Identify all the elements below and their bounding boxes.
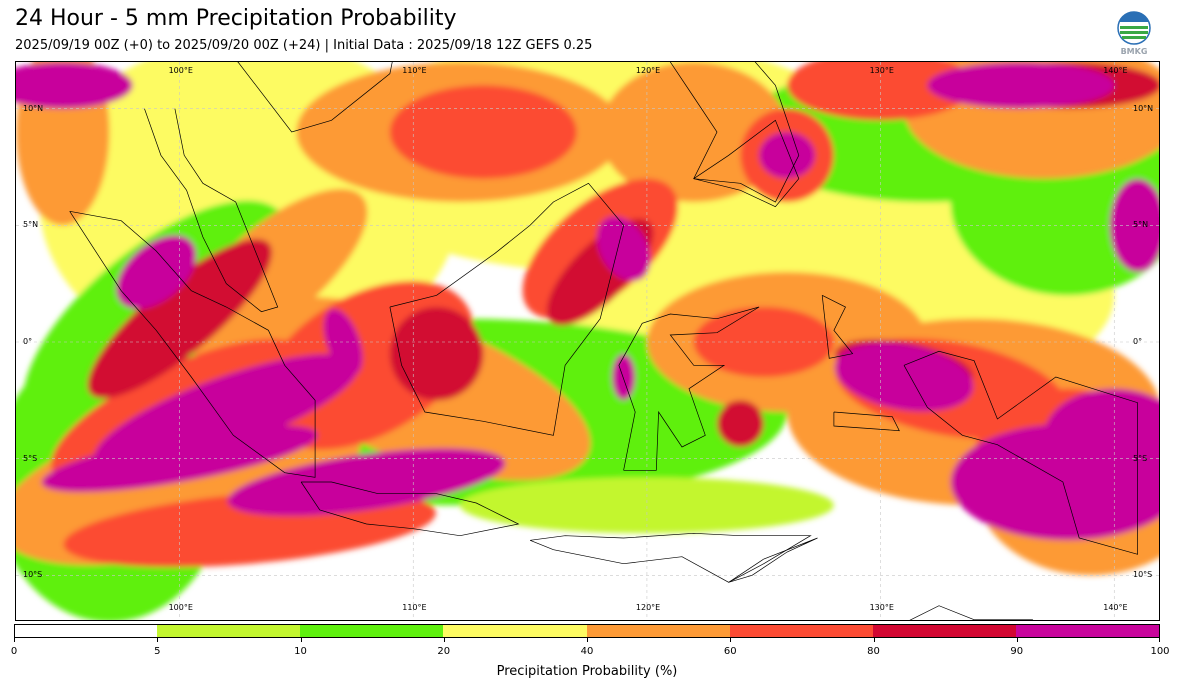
colorbar-tick-4 — [587, 638, 588, 642]
lon-label-bottom-2: 120°E — [635, 603, 661, 612]
colorbar-segment-5 — [729, 625, 873, 637]
colorbar-tick-6 — [873, 638, 875, 642]
colorbar-tick-label-0: 0 — [10, 646, 18, 657]
bmkg-logo-icon: BMKG — [1114, 10, 1154, 56]
lon-label-top-3: 130°E — [869, 66, 894, 75]
halmahera-coast — [821, 294, 854, 359]
probability-contour-48 — [323, 308, 363, 376]
lat-label-right-4: 10°S — [1133, 570, 1153, 580]
colorbar-tick-label-2: 10 — [294, 646, 307, 657]
colorbar-tick-label-8: 100 — [1150, 646, 1170, 657]
probability-contour-36 — [116, 235, 197, 309]
probability-contour-31 — [87, 238, 272, 399]
mindanao-coast — [693, 119, 800, 208]
lon-label-top-4: 140°E — [1103, 66, 1128, 75]
lat-label-right-3: 5°S — [1133, 453, 1148, 463]
chart-subtitle: 2025/09/19 00Z (+0) to 2025/09/20 00Z (+… — [15, 38, 593, 53]
probability-contour-40 — [834, 342, 974, 412]
australia-coast — [909, 605, 1034, 620]
lon-label-top-1: 110°E — [402, 66, 427, 75]
lat-label-left-1: 5°N — [23, 220, 39, 230]
colorbar-title: Precipitation Probability (%) — [496, 664, 678, 679]
probability-contour-26 — [787, 62, 975, 121]
borneo-coast — [389, 182, 624, 436]
chart-title: 24 Hour - 5 mm Precipitation Probability — [15, 6, 457, 31]
malay-peninsula-coast — [144, 108, 279, 313]
colorbar-segment-6 — [872, 625, 1016, 637]
probability-contour-43 — [927, 62, 1115, 109]
colorbar-segment-1 — [157, 625, 301, 637]
probability-contour-35 — [16, 62, 133, 109]
indochina-coast — [237, 62, 393, 133]
probability-contour-47 — [611, 353, 636, 401]
colorbar-tick-3 — [443, 638, 445, 642]
seram-coast — [833, 411, 900, 432]
probability-contour-39 — [227, 448, 506, 516]
sulawesi-coast — [618, 306, 760, 471]
probability-contour-44 — [596, 216, 651, 282]
probability-contour-30 — [389, 307, 484, 401]
colorbar-tick-label-6: 80 — [867, 646, 880, 657]
probability-contour-21 — [693, 307, 834, 377]
colorbar-tick-label-1: 5 — [154, 646, 161, 657]
colorbar-tick-0 — [14, 638, 15, 642]
lat-label-left-2: 0° — [23, 337, 33, 346]
colorbar-tick-8 — [1159, 638, 1160, 642]
precipitation-map: 100°E 100°E 110°E 110°E 120°E 120°E 130°E 130°E… — [15, 61, 1160, 621]
lat-label-left-0: 10°N — [23, 103, 44, 113]
colorbar-segment-0 — [15, 625, 158, 637]
colorbar-tick-2 — [300, 638, 302, 642]
lat-label-left-3: 5°S — [23, 453, 38, 463]
colorbar-segment-7 — [1015, 625, 1159, 637]
lon-label-bottom-3: 130°E — [869, 603, 894, 612]
map-canvas — [16, 62, 1159, 620]
colorbar-tick-5 — [730, 638, 732, 642]
probability-contour-19 — [389, 85, 577, 179]
colorbar — [14, 624, 1160, 638]
colorbar-tick-label-5: 60 — [723, 646, 737, 657]
colorbar-segment-3 — [443, 625, 587, 637]
lon-label-bottom-0: 100°E — [168, 603, 193, 612]
lat-label-right-0: 10°N — [1133, 103, 1154, 113]
lon-label-top-2: 120°E — [635, 66, 661, 75]
sumatra-coast — [69, 210, 316, 478]
timor-coast — [728, 537, 818, 583]
colorbar-segment-4 — [586, 625, 730, 637]
colorbar-tick-label-3: 20 — [437, 646, 451, 657]
java-coast — [300, 481, 520, 537]
lon-label-bottom-1: 110°E — [402, 603, 427, 612]
philippines-coast — [669, 62, 800, 203]
colorbar-tick-label-4: 40 — [580, 646, 594, 657]
lon-label-top-0: 100°E — [168, 66, 193, 75]
new-guinea-coast — [903, 350, 1138, 555]
lat-label-right-1: 5°N — [1133, 220, 1149, 230]
probability-contour-34 — [717, 400, 764, 448]
lat-label-right-2: 0° — [1133, 337, 1143, 346]
colorbar-tick-7 — [1016, 638, 1018, 642]
colorbar-tick-label-7: 90 — [1010, 646, 1024, 657]
lon-label-bottom-4: 140°E — [1103, 603, 1128, 612]
colorbar-segment-2 — [300, 625, 444, 637]
lat-label-left-4: 10°S — [23, 570, 43, 580]
probability-contour-45 — [759, 132, 816, 179]
colorbar-tick-1 — [157, 638, 159, 642]
logo-text: BMKG — [1121, 47, 1148, 56]
probability-contour-8 — [460, 477, 834, 534]
